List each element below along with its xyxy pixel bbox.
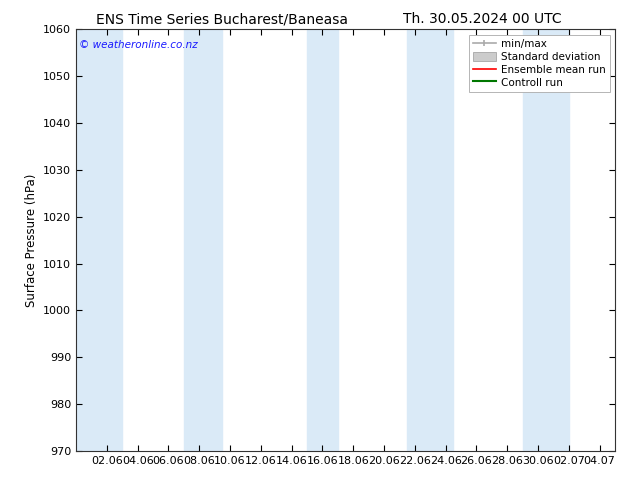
Text: Th. 30.05.2024 00 UTC: Th. 30.05.2024 00 UTC <box>403 12 561 26</box>
Y-axis label: Surface Pressure (hPa): Surface Pressure (hPa) <box>25 173 37 307</box>
Bar <box>184 29 223 451</box>
Bar <box>407 29 453 451</box>
Text: © weatheronline.co.nz: © weatheronline.co.nz <box>79 40 198 50</box>
Bar <box>307 29 338 451</box>
Text: ENS Time Series Bucharest/Baneasa: ENS Time Series Bucharest/Baneasa <box>96 12 348 26</box>
Bar <box>522 29 569 451</box>
Legend: min/max, Standard deviation, Ensemble mean run, Controll run: min/max, Standard deviation, Ensemble me… <box>469 35 610 92</box>
Bar <box>76 29 122 451</box>
